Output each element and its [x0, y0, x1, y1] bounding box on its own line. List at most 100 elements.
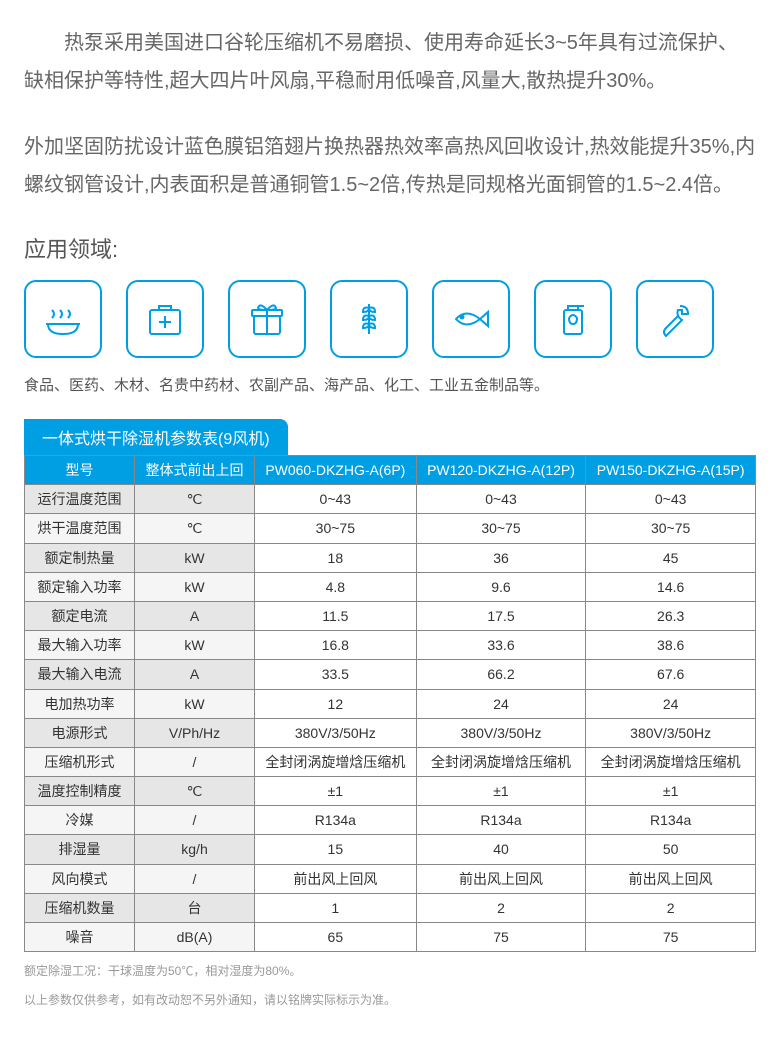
- th-m2: PW120-DKZHG-A(12P): [416, 456, 586, 485]
- table-row: 压缩机数量台122: [25, 893, 756, 922]
- row-unit: ℃: [135, 485, 255, 514]
- row-unit: dB(A): [135, 923, 255, 952]
- row-value: 全封闭涡旋增焓压缩机: [586, 747, 756, 776]
- table-row: 温度控制精度℃±1±1±1: [25, 777, 756, 806]
- row-label: 烘干温度范围: [25, 514, 135, 543]
- row-value: 全封闭涡旋增焓压缩机: [416, 747, 586, 776]
- row-value: 65: [255, 923, 417, 952]
- row-value: ±1: [586, 777, 756, 806]
- row-value: 45: [586, 543, 756, 572]
- row-value: 38.6: [586, 631, 756, 660]
- table-row: 额定输入功率kW4.89.614.6: [25, 572, 756, 601]
- row-value: 前出风上回风: [416, 864, 586, 893]
- intro-paragraph-2: 外加坚固防扰设计蓝色膜铝箔翅片换热器热效率高热风回收设计,热效能提升35%,内螺…: [24, 128, 756, 204]
- row-value: 前出风上回风: [586, 864, 756, 893]
- medical-icon: [126, 280, 204, 358]
- row-label: 最大输入电流: [25, 660, 135, 689]
- row-value: 1: [255, 893, 417, 922]
- row-value: 前出风上回风: [255, 864, 417, 893]
- row-label: 噪音: [25, 923, 135, 952]
- table-row: 电加热功率kW122424: [25, 689, 756, 718]
- table-row: 烘干温度范围℃30~7530~7530~75: [25, 514, 756, 543]
- row-value: 0~43: [586, 485, 756, 514]
- row-label: 温度控制精度: [25, 777, 135, 806]
- row-value: 30~75: [416, 514, 586, 543]
- row-unit: 台: [135, 893, 255, 922]
- row-label: 运行温度范围: [25, 485, 135, 514]
- table-row: 压缩机形式/全封闭涡旋增焓压缩机全封闭涡旋增焓压缩机全封闭涡旋增焓压缩机: [25, 747, 756, 776]
- row-value: R134a: [416, 806, 586, 835]
- row-value: 33.6: [416, 631, 586, 660]
- th-unit: 整体式前出上回: [135, 456, 255, 485]
- spec-table: 型号 整体式前出上回 PW060-DKZHG-A(6P) PW120-DKZHG…: [24, 455, 756, 952]
- table-row: 电源形式V/Ph/Hz380V/3/50Hz380V/3/50Hz380V/3/…: [25, 718, 756, 747]
- row-unit: kW: [135, 543, 255, 572]
- footnote-1: 额定除湿工况：干球温度为50℃，相对湿度为80%。: [24, 962, 756, 981]
- row-label: 压缩机数量: [25, 893, 135, 922]
- row-unit: /: [135, 806, 255, 835]
- row-label: 电源形式: [25, 718, 135, 747]
- table-row: 排湿量kg/h154050: [25, 835, 756, 864]
- row-unit: kW: [135, 631, 255, 660]
- row-value: 12: [255, 689, 417, 718]
- table-row: 额定制热量kW183645: [25, 543, 756, 572]
- row-value: 380V/3/50Hz: [586, 718, 756, 747]
- row-unit: A: [135, 601, 255, 630]
- row-value: 50: [586, 835, 756, 864]
- row-value: 11.5: [255, 601, 417, 630]
- intro-paragraph-1: 热泵采用美国进口谷轮压缩机不易磨损、使用寿命延长3~5年具有过流保护、缺相保护等…: [24, 24, 756, 100]
- row-value: 66.2: [416, 660, 586, 689]
- row-value: 30~75: [586, 514, 756, 543]
- spec-table-title: 一体式烘干除湿机参数表(9风机): [24, 419, 288, 455]
- table-row: 噪音dB(A)657575: [25, 923, 756, 952]
- row-unit: kg/h: [135, 835, 255, 864]
- row-value: 2: [416, 893, 586, 922]
- th-model: 型号: [25, 456, 135, 485]
- row-value: R134a: [586, 806, 756, 835]
- row-label: 额定电流: [25, 601, 135, 630]
- row-value: R134a: [255, 806, 417, 835]
- row-value: 67.6: [586, 660, 756, 689]
- th-m3: PW150-DKZHG-A(15P): [586, 456, 756, 485]
- row-value: 14.6: [586, 572, 756, 601]
- row-value: 33.5: [255, 660, 417, 689]
- row-value: 0~43: [255, 485, 417, 514]
- row-value: 36: [416, 543, 586, 572]
- row-value: 16.8: [255, 631, 417, 660]
- row-value: 24: [416, 689, 586, 718]
- wrench-icon: [636, 280, 714, 358]
- row-value: 30~75: [255, 514, 417, 543]
- row-unit: ℃: [135, 777, 255, 806]
- row-unit: /: [135, 747, 255, 776]
- row-unit: /: [135, 864, 255, 893]
- row-value: 40: [416, 835, 586, 864]
- row-label: 风向模式: [25, 864, 135, 893]
- row-label: 最大输入功率: [25, 631, 135, 660]
- row-value: 380V/3/50Hz: [255, 718, 417, 747]
- row-label: 额定输入功率: [25, 572, 135, 601]
- row-unit: A: [135, 660, 255, 689]
- row-unit: kW: [135, 572, 255, 601]
- row-value: ±1: [416, 777, 586, 806]
- row-value: 24: [586, 689, 756, 718]
- row-value: 0~43: [416, 485, 586, 514]
- oil-icon: [534, 280, 612, 358]
- row-value: 380V/3/50Hz: [416, 718, 586, 747]
- row-value: 4.8: [255, 572, 417, 601]
- row-unit: V/Ph/Hz: [135, 718, 255, 747]
- row-label: 额定制热量: [25, 543, 135, 572]
- application-icons: [24, 280, 756, 358]
- row-value: 75: [586, 923, 756, 952]
- table-row: 最大输入功率kW16.833.638.6: [25, 631, 756, 660]
- th-m1: PW060-DKZHG-A(6P): [255, 456, 417, 485]
- table-row: 额定电流A11.517.526.3: [25, 601, 756, 630]
- row-value: 全封闭涡旋增焓压缩机: [255, 747, 417, 776]
- wheat-icon: [330, 280, 408, 358]
- application-title: 应用领域:: [24, 232, 756, 264]
- row-label: 排湿量: [25, 835, 135, 864]
- row-value: 15: [255, 835, 417, 864]
- row-value: 18: [255, 543, 417, 572]
- table-row: 最大输入电流A33.566.267.6: [25, 660, 756, 689]
- row-label: 冷媒: [25, 806, 135, 835]
- row-label: 电加热功率: [25, 689, 135, 718]
